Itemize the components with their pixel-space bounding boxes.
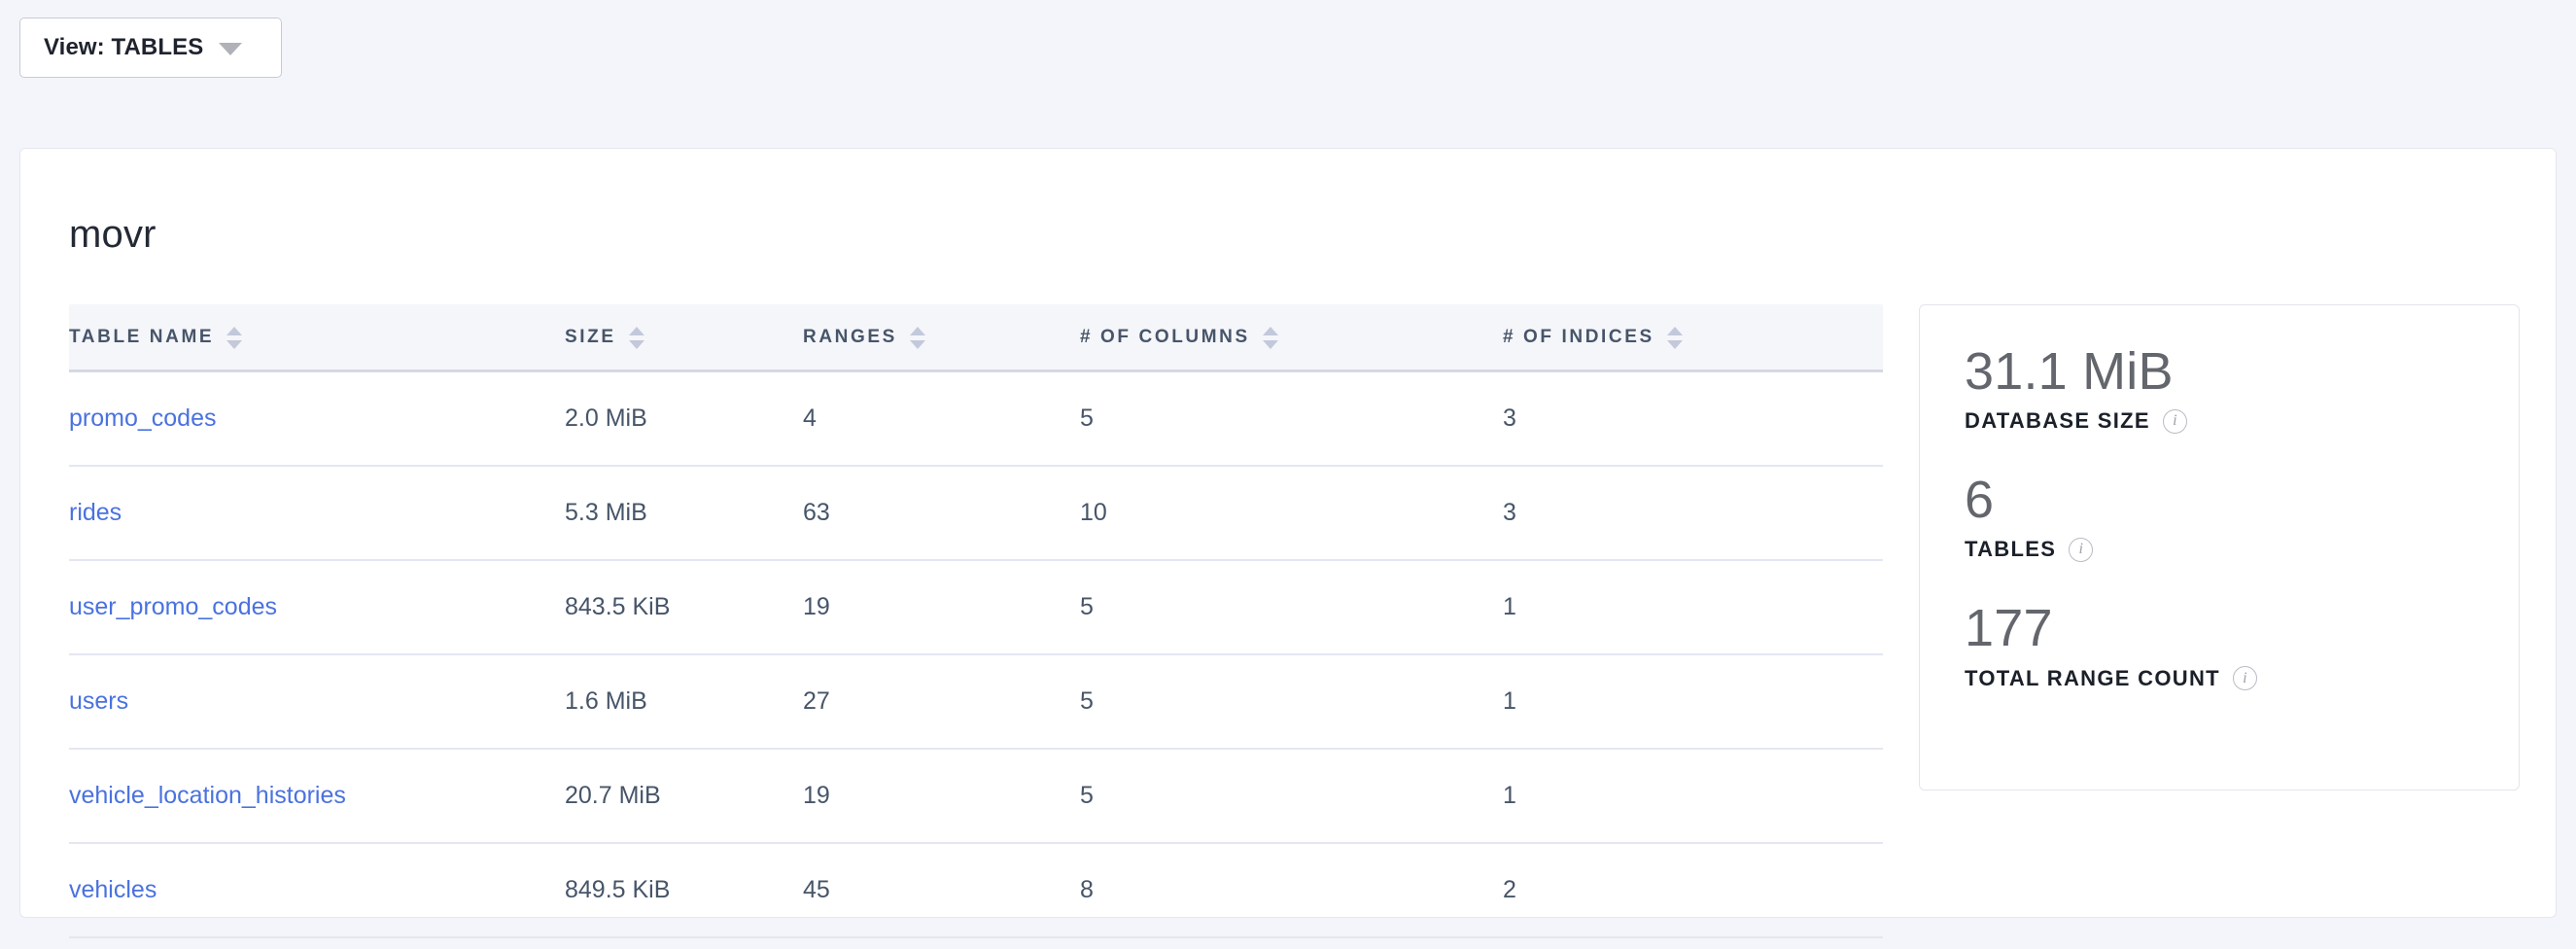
table-cell-indices: 1 [1503,749,1883,844]
view-mode-dropdown-label: View: TABLES [44,34,204,60]
table-cell-size: 843.5 KiB [565,560,803,655]
stat-tables: 6 Tables i [1965,471,2474,562]
sort-arrows-icon[interactable] [1666,327,1683,349]
stat-tables-value: 6 [1965,471,1995,530]
table-name-link[interactable]: user_promo_codes [69,593,278,620]
stat-tables-label-row: Tables i [1965,537,2474,562]
table-cell-columns: 8 [1080,843,1503,938]
column-header-number-of-columns-label: # of columns [1080,326,1250,347]
table-cell-name: rides [69,466,565,561]
table-row: vehicles 849.5 KiB 45 8 2 [69,843,1883,938]
column-header-table-name-label: Table name [69,326,215,347]
table-name-link[interactable]: rides [69,499,122,526]
table-cell-ranges: 63 [803,466,1080,561]
table-cell-ranges: 19 [803,749,1080,844]
tables-table-body: promo_codes 2.0 MiB 4 5 3 rides 5.3 MiB … [69,370,1883,938]
stat-tables-label: Tables [1965,537,2057,562]
table-header-row: Table name Size Ranges [69,304,1883,372]
table-cell-columns: 5 [1080,560,1503,655]
stat-total-range-count: 177 Total range count i [1965,599,2474,691]
table-row: rides 5.3 MiB 63 10 3 [69,466,1883,561]
table-cell-size: 20.7 MiB [565,749,803,844]
page-title: movr [69,213,157,256]
table-cell-indices: 3 [1503,370,1883,467]
table-cell-name: user_promo_codes [69,560,565,655]
stat-database-size-label: Database size [1965,408,2150,434]
sort-arrows-icon[interactable] [628,327,644,349]
table-name-link[interactable]: users [69,687,129,715]
database-summary-panel: 31.1 MiB Database size i 6 Tables i 177 … [1919,304,2520,791]
table-cell-columns: 5 [1080,370,1503,467]
table-cell-size: 849.5 KiB [565,843,803,938]
table-cell-columns: 10 [1080,466,1503,561]
column-header-size[interactable]: Size [565,304,803,372]
table-cell-size: 5.3 MiB [565,466,803,561]
table-row: promo_codes 2.0 MiB 4 5 3 [69,370,1883,467]
table-name-link[interactable]: vehicles [69,876,157,903]
table-row: user_promo_codes 843.5 KiB 19 5 1 [69,560,1883,655]
table-name-link[interactable]: vehicle_location_histories [69,782,346,809]
column-header-ranges-label: Ranges [803,326,897,347]
stat-database-size-label-row: Database size i [1965,408,2474,434]
column-header-table-name[interactable]: Table name [69,304,565,372]
column-header-size-label: Size [565,326,616,347]
table-cell-columns: 5 [1080,749,1503,844]
table-cell-indices: 2 [1503,843,1883,938]
table-cell-ranges: 4 [803,370,1080,467]
column-header-number-of-columns[interactable]: # of columns [1080,304,1503,372]
info-circle-icon[interactable]: i [2162,408,2187,434]
table-cell-indices: 1 [1503,560,1883,655]
table-cell-indices: 1 [1503,654,1883,750]
table-cell-size: 1.6 MiB [565,654,803,750]
column-header-number-of-indices-label: # of indices [1503,326,1654,347]
table-cell-ranges: 19 [803,560,1080,655]
table-row: vehicle_location_histories 20.7 MiB 19 5… [69,749,1883,844]
table-cell-name: vehicle_location_histories [69,749,565,844]
stat-total-range-count-label: Total range count [1965,665,2220,690]
column-header-number-of-indices[interactable]: # of indices [1503,304,1883,372]
sort-arrows-icon[interactable] [1262,327,1278,349]
table-cell-name: vehicles [69,843,565,938]
stat-total-range-count-label-row: Total range count i [1965,666,2474,691]
table-cell-size: 2.0 MiB [565,370,803,467]
table-cell-name: promo_codes [69,370,565,467]
table-name-link[interactable]: promo_codes [69,404,217,432]
table-cell-columns: 5 [1080,654,1503,750]
tables-table-container: Table name Size Ranges [69,304,1883,938]
sort-arrows-icon[interactable] [909,327,925,349]
toolbar: View: TABLES [19,18,282,78]
column-header-ranges[interactable]: Ranges [803,304,1080,372]
table-row: users 1.6 MiB 27 5 1 [69,654,1883,750]
table-cell-name: users [69,654,565,750]
stat-total-range-count-value: 177 [1965,599,2053,658]
sort-arrows-icon[interactable] [226,327,243,349]
tables-table-header: Table name Size Ranges [69,304,1883,372]
table-cell-ranges: 45 [803,843,1080,938]
table-cell-ranges: 27 [803,654,1080,750]
table-cell-indices: 3 [1503,466,1883,561]
info-circle-icon[interactable]: i [2232,666,2257,691]
view-mode-dropdown[interactable]: View: TABLES [19,18,282,78]
stat-database-size-value: 31.1 MiB [1965,342,2174,401]
stat-database-size: 31.1 MiB Database size i [1965,342,2474,434]
tables-table: Table name Size Ranges [69,304,1883,938]
database-card: movr Table name Size [19,148,2557,938]
chevron-down-icon [219,43,243,55]
info-circle-icon[interactable]: i [2069,537,2094,562]
